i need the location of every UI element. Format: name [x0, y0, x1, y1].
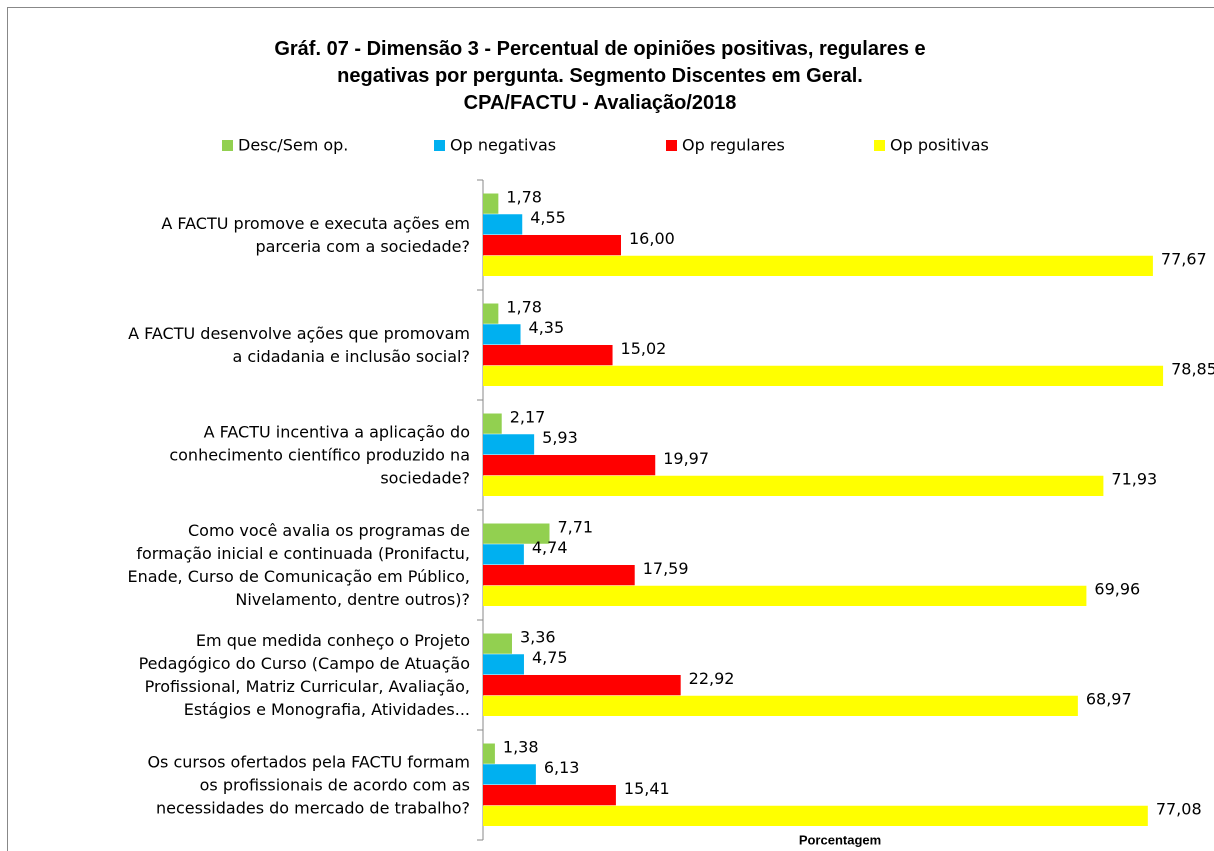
bar [483, 585, 1087, 606]
value-label: 7,71 [557, 517, 593, 536]
value-label: 16,00 [629, 229, 675, 248]
bar [483, 544, 524, 565]
value-label: 4,55 [530, 208, 566, 227]
bar [483, 324, 521, 345]
bar [483, 413, 502, 434]
value-label: 4,74 [532, 538, 568, 557]
category-label: Como você avalia os programas de formaçã… [127, 521, 470, 609]
category-label: Em que medida conheço o Projeto Pedagógi… [138, 631, 470, 719]
bar [483, 633, 512, 654]
legend-label: Op regulares [682, 136, 785, 155]
bar [483, 475, 1104, 496]
legend-swatch [666, 140, 677, 151]
value-label: 1,38 [503, 737, 539, 756]
category-label: A FACTU incentiva a aplicação do conheci… [169, 422, 470, 488]
bar [483, 654, 524, 675]
bar [483, 255, 1153, 276]
bar [483, 193, 499, 214]
value-label: 15,02 [621, 339, 667, 358]
bar [483, 214, 523, 235]
chart-title: Gráf. 07 - Dimensão 3 - Percentual de op… [274, 38, 925, 114]
category-label: A FACTU desenvolve ações que promovam a … [128, 324, 470, 366]
value-label: 22,92 [689, 669, 735, 688]
value-label: 71,93 [1111, 470, 1157, 489]
legend-label: Desc/Sem op. [238, 136, 348, 155]
value-label: 1,78 [506, 187, 542, 206]
bar [483, 675, 681, 696]
value-label: 4,35 [529, 318, 565, 337]
bar [483, 523, 550, 544]
value-label: 2,17 [510, 407, 546, 426]
bar [483, 764, 536, 785]
legend-swatch [874, 140, 885, 151]
value-label: 78,85 [1171, 360, 1214, 379]
value-label: 3,36 [520, 627, 556, 646]
value-label: 1,78 [506, 297, 542, 316]
value-label: 17,59 [643, 559, 689, 578]
value-label: 77,67 [1161, 250, 1207, 269]
chart-frame [7, 7, 1214, 851]
value-label: 68,97 [1086, 690, 1132, 709]
category-label: A FACTU promove e executa ações em parce… [161, 214, 470, 256]
bar [483, 434, 535, 455]
bar [483, 303, 499, 324]
value-label: 19,97 [663, 449, 709, 468]
value-label: 5,93 [542, 428, 578, 447]
x-axis-label: Porcentagem [799, 832, 881, 847]
value-label: 15,41 [624, 779, 670, 798]
category-label: Os cursos ofertados pela FACTU formam os… [147, 752, 470, 818]
bar [483, 345, 613, 366]
bar [483, 565, 635, 586]
bar [483, 365, 1164, 386]
value-label: 69,96 [1094, 580, 1140, 599]
legend-label: Op positivas [890, 136, 989, 155]
bar [483, 785, 616, 806]
value-label: 6,13 [544, 758, 580, 777]
value-label: 4,75 [532, 648, 568, 667]
legend-swatch [434, 140, 445, 151]
bar [483, 805, 1148, 826]
bar [483, 235, 621, 256]
bar [483, 743, 495, 764]
value-label: 77,08 [1156, 800, 1202, 819]
bar [483, 695, 1078, 716]
legend-swatch [222, 140, 233, 151]
legend-label: Op negativas [450, 136, 556, 155]
bar [483, 455, 656, 476]
